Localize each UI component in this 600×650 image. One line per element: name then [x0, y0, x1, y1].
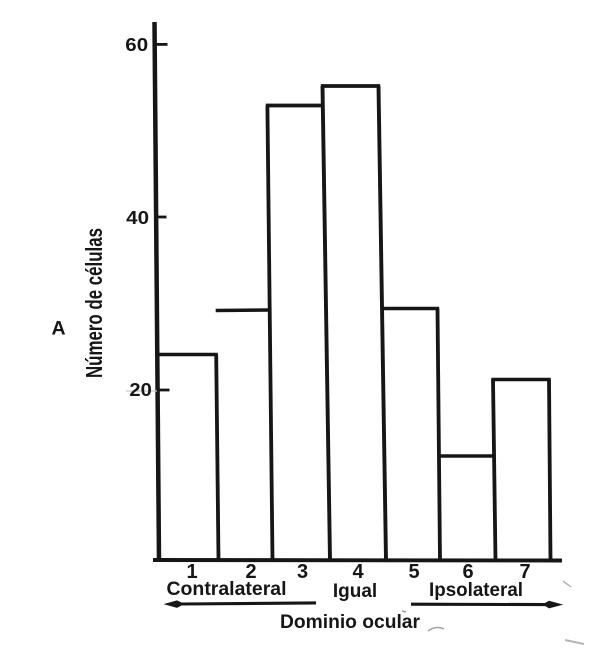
- svg-text:Igual: Igual: [333, 581, 377, 602]
- svg-text:60: 60: [125, 35, 148, 55]
- svg-text:Número de células: Número de células: [81, 228, 107, 378]
- svg-text:6: 6: [462, 561, 473, 583]
- svg-text:7: 7: [519, 561, 530, 583]
- svg-text:Dominio ocular: Dominio ocular: [280, 611, 420, 633]
- svg-text:A: A: [51, 318, 65, 340]
- svg-text:20: 20: [129, 380, 151, 400]
- svg-text:4: 4: [352, 561, 364, 583]
- svg-text:3: 3: [297, 561, 308, 583]
- svg-text:1: 1: [186, 561, 197, 583]
- svg-text:Ipsolateral: Ipsolateral: [429, 580, 523, 601]
- svg-text:40: 40: [126, 208, 149, 228]
- svg-text:5: 5: [408, 561, 419, 583]
- svg-text:2: 2: [245, 561, 256, 583]
- svg-text:Contralateral: Contralateral: [167, 579, 287, 600]
